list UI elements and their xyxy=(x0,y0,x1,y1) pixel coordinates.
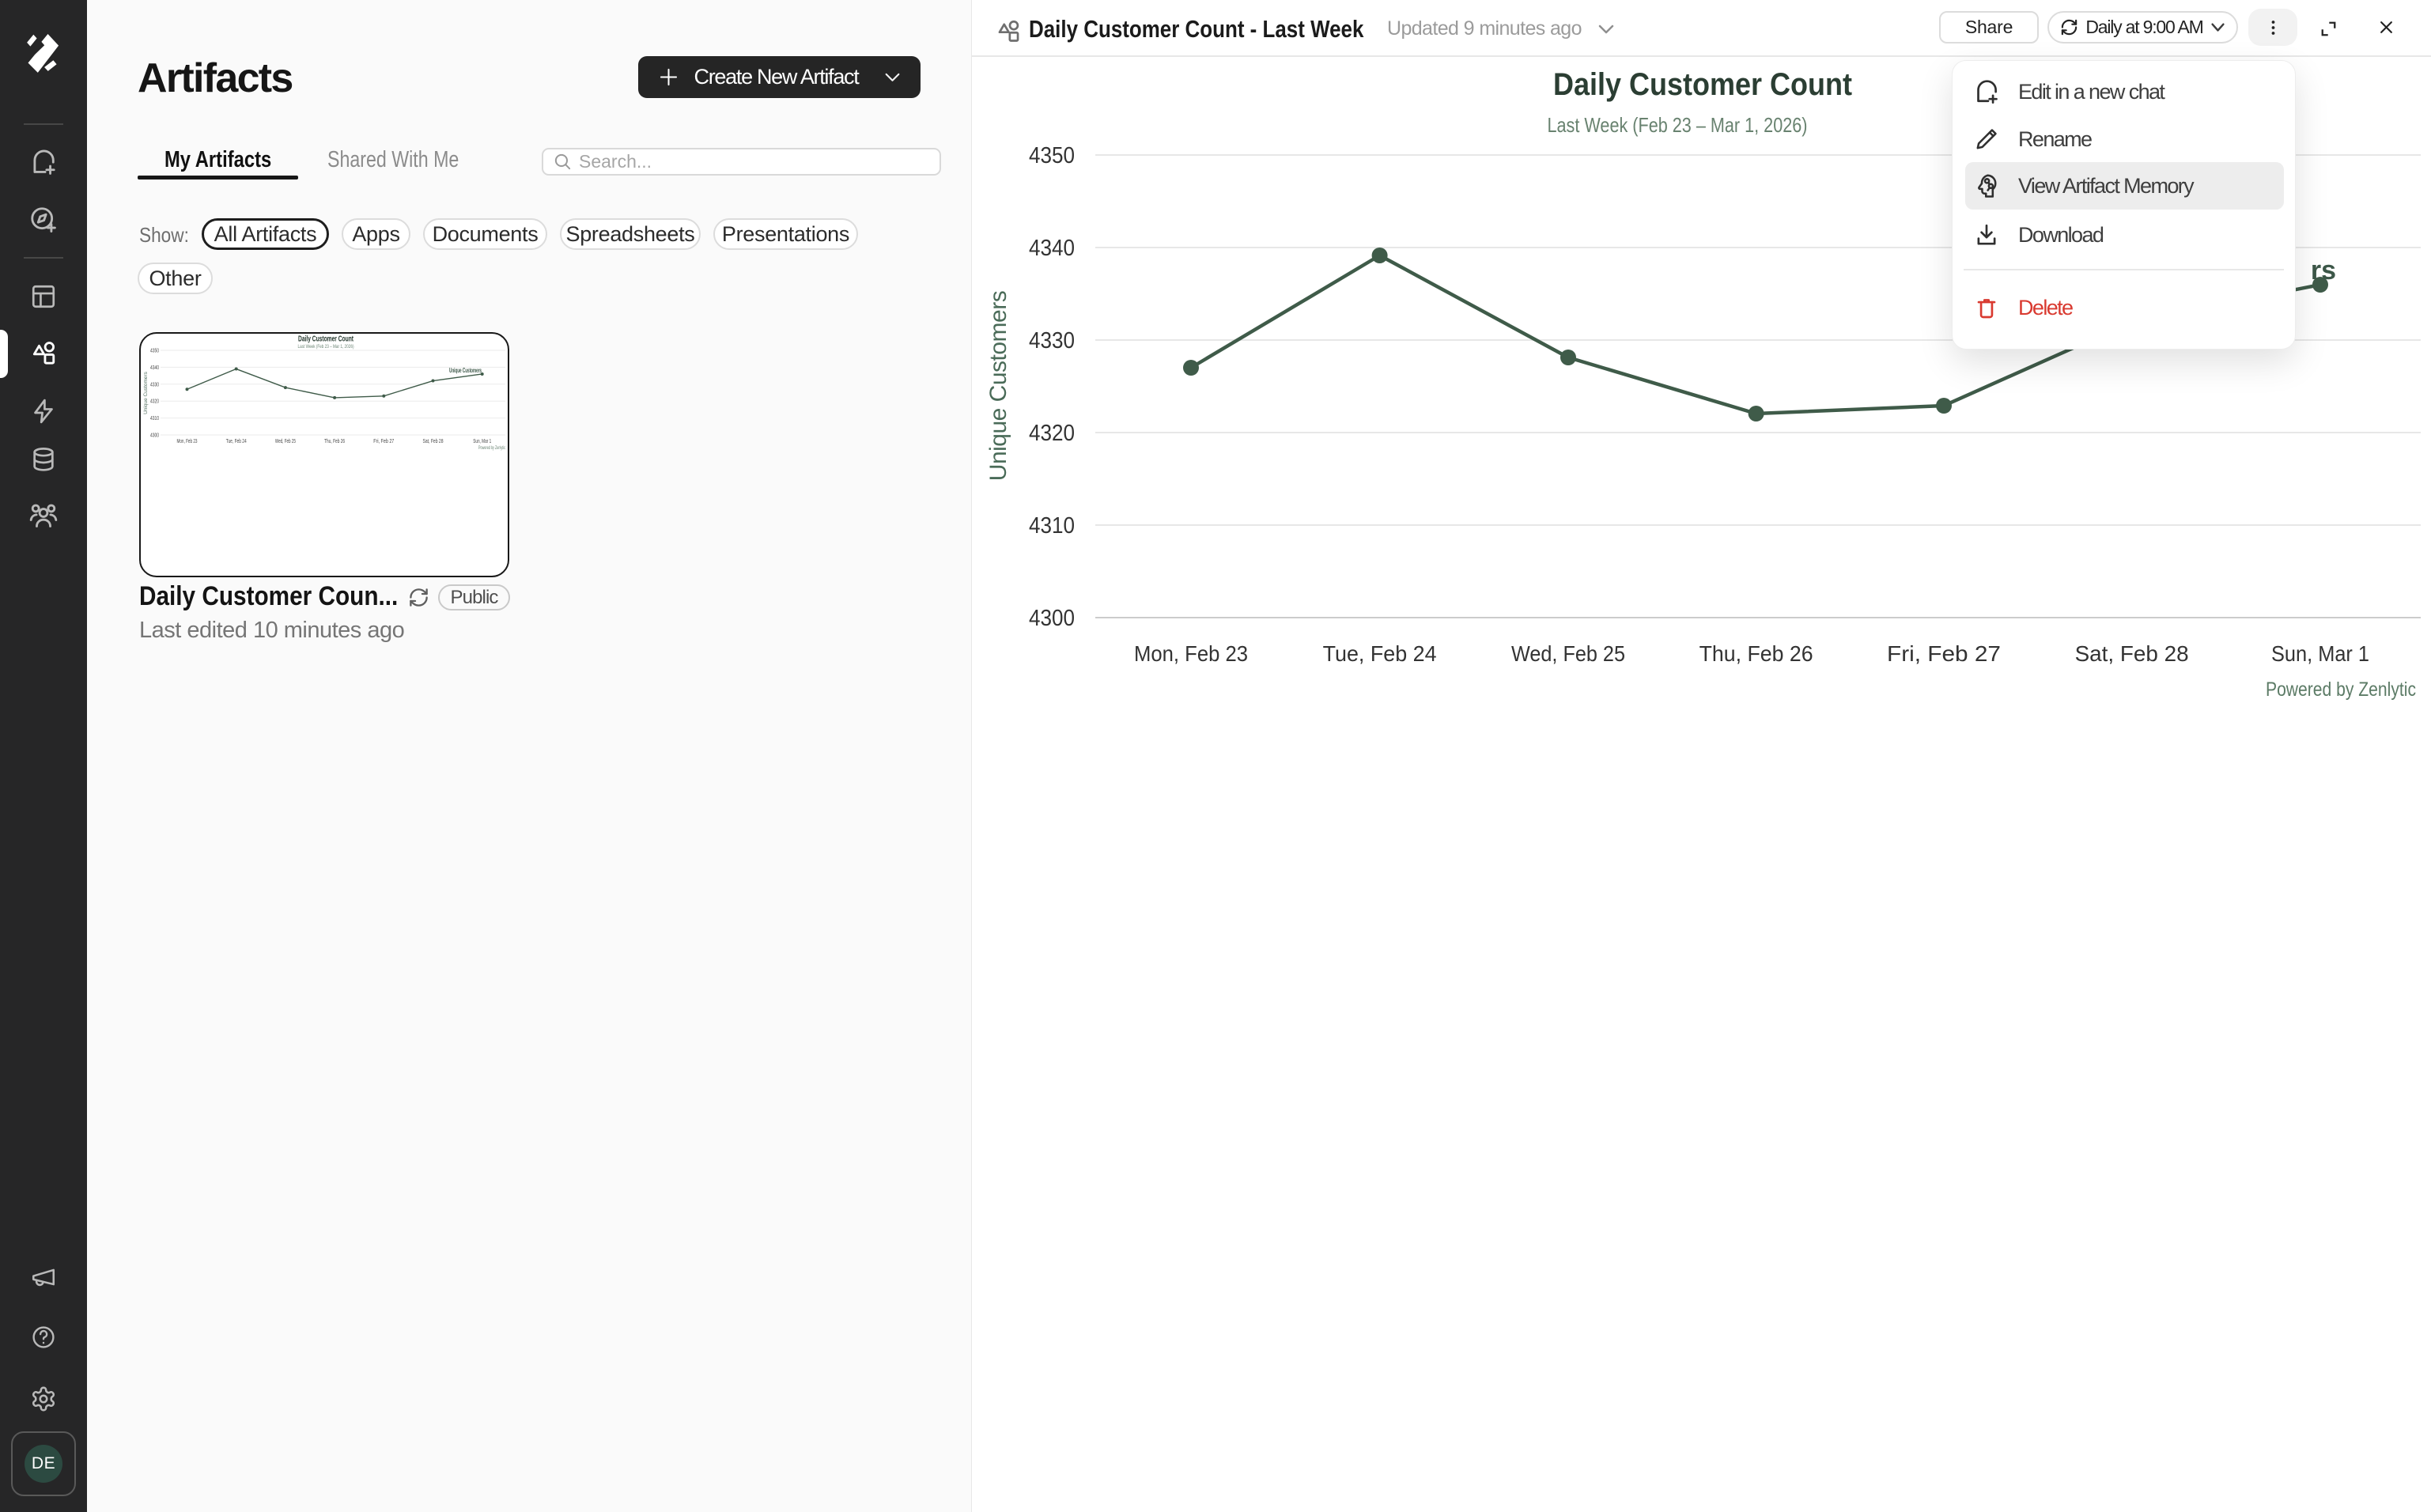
svg-text:Thu, Feb 26: Thu, Feb 26 xyxy=(324,437,345,444)
svg-text:Thu, Feb 26: Thu, Feb 26 xyxy=(1699,641,1813,666)
svg-text:rs: rs xyxy=(2311,255,2336,285)
svg-text:Sun, Mar 1: Sun, Mar 1 xyxy=(473,437,491,444)
svg-text:Sun, Mar 1: Sun, Mar 1 xyxy=(2271,641,2369,666)
svg-text:Powered by Zenlytic: Powered by Zenlytic xyxy=(2266,679,2416,701)
svg-text:Unique Customers: Unique Customers xyxy=(143,371,149,414)
svg-text:4310: 4310 xyxy=(150,414,159,421)
svg-text:4340: 4340 xyxy=(150,364,159,371)
svg-text:Daily Customer Count: Daily Customer Count xyxy=(1553,67,1852,102)
svg-text:Wed, Feb 25: Wed, Feb 25 xyxy=(275,437,296,444)
svg-text:Last Week (Feb 23 – Mar 1, 202: Last Week (Feb 23 – Mar 1, 2026) xyxy=(298,344,354,350)
svg-text:Daily Customer Count: Daily Customer Count xyxy=(298,335,353,344)
svg-text:Tue, Feb 24: Tue, Feb 24 xyxy=(1323,641,1437,666)
svg-text:4300: 4300 xyxy=(150,432,159,439)
svg-text:4320: 4320 xyxy=(1029,421,1075,446)
svg-text:Sat, Feb 28: Sat, Feb 28 xyxy=(423,437,444,444)
svg-text:Fri, Feb 27: Fri, Feb 27 xyxy=(373,437,394,444)
svg-text:Mon, Feb 23: Mon, Feb 23 xyxy=(177,437,198,444)
svg-text:4330: 4330 xyxy=(150,380,159,387)
svg-text:Unique Customers: Unique Customers xyxy=(449,367,482,374)
svg-text:4350: 4350 xyxy=(1029,143,1075,168)
svg-text:Powered by Zenlytic: Powered by Zenlytic xyxy=(478,445,505,451)
svg-text:Fri, Feb 27: Fri, Feb 27 xyxy=(1887,641,2001,666)
svg-text:4350: 4350 xyxy=(150,347,159,354)
svg-text:Unique Customers: Unique Customers xyxy=(985,291,1011,481)
svg-text:4310: 4310 xyxy=(1029,513,1075,539)
svg-text:Tue, Feb 24: Tue, Feb 24 xyxy=(226,437,247,444)
svg-text:4330: 4330 xyxy=(1029,328,1075,353)
svg-text:4340: 4340 xyxy=(1029,236,1075,261)
svg-text:Mon, Feb 23: Mon, Feb 23 xyxy=(1134,641,1248,666)
svg-text:4320: 4320 xyxy=(150,398,159,405)
svg-text:Sat, Feb 28: Sat, Feb 28 xyxy=(2075,641,2189,666)
svg-text:4300: 4300 xyxy=(1029,606,1075,631)
svg-text:Wed, Feb 25: Wed, Feb 25 xyxy=(1511,641,1625,666)
svg-text:Last Week (Feb 23 – Mar 1, 202: Last Week (Feb 23 – Mar 1, 2026) xyxy=(1548,113,1808,137)
